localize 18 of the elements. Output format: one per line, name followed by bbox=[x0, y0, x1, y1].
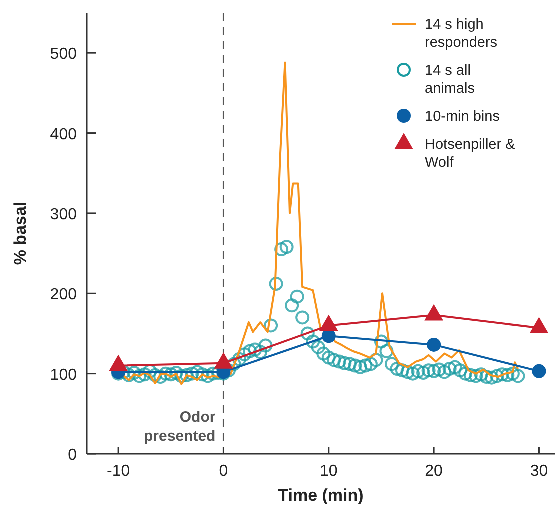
legend-label: 14 s high responders bbox=[425, 17, 498, 51]
y-tick-label: 200 bbox=[50, 286, 78, 304]
x-tick-label: 0 bbox=[219, 463, 228, 480]
x-tick-label: -10 bbox=[106, 463, 130, 480]
ref-line-label: Odor presented bbox=[144, 409, 216, 445]
y-tick-label: 400 bbox=[50, 126, 78, 144]
y-axis-title: % basal bbox=[11, 202, 30, 266]
x-tick-label: 10 bbox=[320, 463, 338, 480]
y-tick-label: 300 bbox=[50, 206, 78, 224]
x-tick-label: 30 bbox=[530, 463, 548, 480]
x-tick-label: 20 bbox=[425, 463, 444, 480]
y-tick-label: 500 bbox=[50, 46, 78, 64]
legend-label: 14 s all animals bbox=[425, 63, 475, 97]
legend-label: Hotsenpiller & Wolf bbox=[425, 137, 516, 171]
y-tick-label: 0 bbox=[68, 447, 78, 464]
x-axis-title: Time (min) bbox=[278, 486, 364, 505]
legend-label: 10-min bins bbox=[425, 109, 500, 125]
y-tick-label: 100 bbox=[50, 366, 78, 384]
